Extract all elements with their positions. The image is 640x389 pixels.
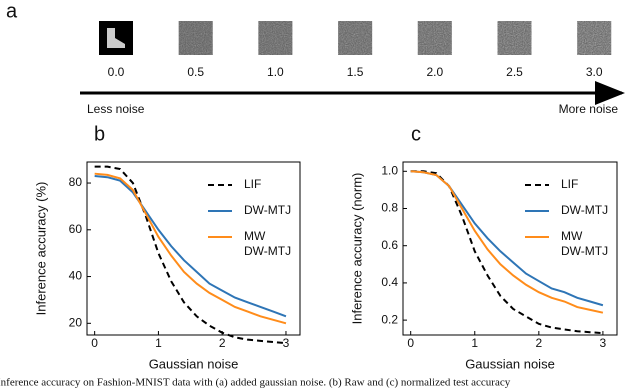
- legend-entry: MW DW-MTJ: [244, 229, 291, 258]
- series-line: [94, 175, 287, 318]
- plot-frame: [86, 161, 301, 336]
- series-line: [94, 165, 287, 345]
- arrow-label: More noise: [559, 102, 619, 116]
- noise-image: [417, 21, 452, 55]
- y-tick-label: 0.2: [381, 312, 398, 326]
- series-line: [94, 172, 287, 325]
- y-tick-label: 40: [69, 269, 83, 283]
- legend-entry: LIF: [244, 177, 261, 191]
- noise-level-label: 0.0: [108, 65, 125, 79]
- boot-shape: [107, 28, 125, 48]
- plot-frame: [402, 161, 618, 336]
- noise-image: [497, 21, 532, 55]
- panel-label: c: [411, 123, 421, 145]
- x-axis-label: Gaussian noise: [465, 356, 555, 371]
- y-tick-label: 20: [69, 315, 83, 329]
- noise-image: [258, 21, 293, 55]
- noise-level-label: 1.0: [267, 65, 284, 79]
- panel-label: a: [6, 0, 18, 22]
- noise-image: [338, 21, 373, 55]
- legend-entry: DW-MTJ: [244, 203, 291, 217]
- y-tick-label: 0.4: [381, 275, 398, 289]
- noise-images: [99, 21, 612, 55]
- noise-level-label: 2.0: [426, 65, 443, 79]
- x-axis-label: Gaussian noise: [149, 356, 239, 371]
- x-tick-label: 0: [407, 336, 414, 350]
- y-tick-label: 1.0: [381, 163, 398, 177]
- panel-label: b: [94, 123, 105, 145]
- caption: Inference accuracy on Fashion-MNIST data…: [0, 377, 511, 389]
- series-line: [410, 170, 604, 314]
- legend-entry: LIF: [561, 177, 578, 191]
- y-axis-label: Inference accuracy (%): [33, 182, 48, 316]
- y-tick-label: 0.8: [381, 201, 398, 215]
- arrow-label: Less noise: [87, 102, 145, 116]
- x-tick-label: 2: [219, 336, 226, 350]
- legend-entry: MW DW-MTJ: [561, 229, 608, 258]
- noise-level-label: 0.5: [187, 65, 204, 79]
- noise-level-label: 2.5: [506, 65, 523, 79]
- x-tick-label: 1: [155, 336, 162, 350]
- noise-image: [99, 21, 133, 55]
- y-tick-label: 60: [69, 222, 83, 236]
- noise-level-label: 1.5: [347, 65, 364, 79]
- x-tick-label: 0: [91, 336, 98, 350]
- x-tick-label: 2: [535, 336, 542, 350]
- noise-image: [577, 21, 612, 55]
- noise-level-label: 3.0: [586, 65, 603, 79]
- y-axis-label: Inference accuracy (norm): [349, 173, 364, 325]
- x-tick-label: 1: [471, 336, 478, 350]
- x-tick-label: 3: [283, 336, 290, 350]
- y-tick-label: 80: [69, 175, 83, 189]
- legend-entry: DW-MTJ: [561, 203, 608, 217]
- noise-image: [178, 21, 213, 55]
- x-tick-label: 3: [600, 336, 607, 350]
- y-tick-label: 0.6: [381, 238, 398, 252]
